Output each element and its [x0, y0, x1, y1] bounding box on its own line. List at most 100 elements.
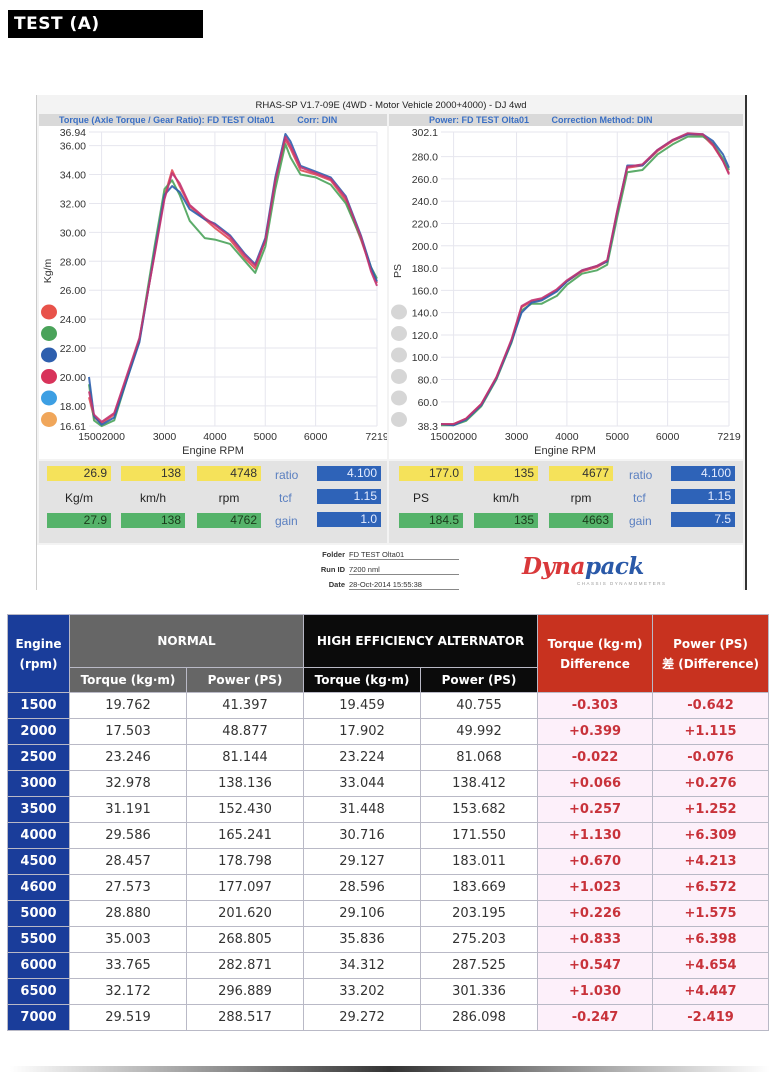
x-tick-label: 15002000 — [78, 431, 125, 443]
folder-label: Folder — [322, 550, 345, 559]
cell-power-diff: +1.575 — [652, 900, 770, 927]
cell-hea-torque: 31.448 — [303, 796, 422, 823]
header-hea-power: Power (PS) — [420, 667, 539, 693]
header-high-efficiency: HIGH EFFICIENCY ALTERNATOR — [303, 614, 539, 668]
readout-speed-current: 135 — [474, 466, 538, 481]
header-hea-torque: Torque (kg·m) — [303, 667, 422, 693]
power-chart: 302.1 280.0 260.0 240.0 220.0 200.0 180.0 160.0… — [391, 127, 741, 457]
cell-power-diff: +4.447 — [652, 978, 770, 1005]
power-readouts: 177.0 135 4677 PS km/h rpm 184.5 135 466… — [389, 461, 743, 543]
date-value: 28-Oct-2014 15:55:38 — [349, 580, 459, 590]
legend-dot[interactable] — [41, 390, 57, 406]
y-tick-label: 38.3 — [418, 421, 439, 433]
unit-rpm: rpm — [570, 491, 592, 505]
cell-hea-power: 287.525 — [420, 952, 539, 979]
legend-dot[interactable] — [41, 347, 57, 363]
cell-power-diff: +1.252 — [652, 796, 770, 823]
y-tick-label: 140.0 — [412, 308, 438, 320]
cell-hea-torque: 30.716 — [303, 822, 422, 849]
cell-hea-power: 275.203 — [420, 926, 539, 953]
cell-torque-diff: +0.257 — [537, 796, 654, 823]
value-gain: 1.0 — [317, 512, 381, 527]
torque-plot-panel: 36.94 36.00 34.00 32.00 30.00 28.00 26.00 24.00… — [39, 126, 389, 459]
y-tick-label: 26.00 — [60, 285, 86, 297]
cell-normal-torque: 29.519 — [69, 1004, 187, 1031]
table-row: 1500 19.762 41.397 19.459 40.755 -0.303 -0.642 — [7, 692, 770, 719]
table-row: 4600 27.573 177.097 28.596 183.669 +1.023 +6.5… — [7, 874, 770, 901]
legend-dot[interactable] — [41, 326, 57, 341]
table-row: 5500 35.003 268.805 35.836 275.203 +0.833 +6.3… — [7, 926, 770, 953]
cell-rpm: 6000 — [7, 952, 70, 979]
cell-hea-torque: 17.902 — [303, 718, 422, 745]
y-tick-label: 18.00 — [60, 401, 86, 413]
cell-power-diff: +0.276 — [652, 770, 770, 797]
value-tcf: 1.15 — [671, 489, 735, 504]
dyno-header: RHAS-SP V1.7-09E (4WD - Motor Vehicle 20… — [255, 100, 527, 111]
cell-hea-torque: 33.202 — [303, 978, 422, 1005]
cell-normal-power: 165.241 — [185, 822, 305, 849]
torque-chart: 36.94 36.00 34.00 32.00 30.00 28.00 26.00 24.00… — [41, 127, 389, 457]
y-tick-label: 240.0 — [412, 196, 438, 208]
label-gain: gain — [629, 514, 652, 528]
cell-power-diff: +4.213 — [652, 848, 770, 875]
readout-torque-peak: 27.9 — [47, 513, 111, 528]
cell-torque-diff: +1.130 — [537, 822, 654, 849]
cell-normal-power: 178.798 — [185, 848, 305, 875]
cell-rpm: 3000 — [7, 770, 70, 797]
header-engine-line1: Engine — [15, 636, 62, 651]
y-tick-label: 30.00 — [60, 227, 86, 239]
readout-speed-peak: 135 — [474, 513, 538, 528]
meta-run: Run ID 7200 nml — [307, 565, 459, 575]
cell-normal-torque: 27.573 — [69, 874, 187, 901]
cell-hea-power: 183.669 — [420, 874, 539, 901]
cell-rpm: 4000 — [7, 822, 70, 849]
legend-dot[interactable] — [391, 412, 407, 427]
unit-kmh: km/h — [492, 491, 519, 505]
cell-power-diff: -0.642 — [652, 692, 770, 719]
cell-hea-power: 40.755 — [420, 692, 539, 719]
legend-dot[interactable] — [41, 412, 57, 427]
x-tick-label: 3000 — [153, 431, 177, 443]
cell-torque-diff: +0.226 — [537, 900, 654, 927]
header-power-difference: Power (PS) 差 (Difference) — [652, 614, 770, 693]
header-power-diff-line1: Power (PS) — [673, 636, 748, 651]
cell-torque-diff: +0.547 — [537, 952, 654, 979]
legend-dot[interactable] — [391, 390, 407, 406]
legend-dot[interactable] — [391, 326, 407, 341]
y-tick-label: 34.00 — [60, 170, 86, 182]
legend-dot[interactable] — [391, 369, 407, 384]
cell-hea-torque: 29.106 — [303, 900, 422, 927]
legend-dot[interactable] — [41, 369, 57, 384]
legend-dot[interactable] — [391, 347, 407, 363]
header-normal-power: Power (PS) — [185, 667, 305, 693]
legend-dot[interactable] — [41, 304, 57, 320]
run-value: 7200 nml — [349, 565, 459, 575]
cell-power-diff: +1.115 — [652, 718, 770, 745]
table-row: 4000 29.586 165.241 30.716 171.550 +1.130 +6.3… — [7, 822, 770, 849]
cell-rpm: 2500 — [7, 744, 70, 771]
power-series-blue — [440, 133, 730, 427]
legend-dot[interactable] — [391, 304, 407, 320]
table-row: 3000 32.978 138.136 33.044 138.412 +0.066 +0.2… — [7, 770, 770, 797]
cell-normal-torque: 32.172 — [69, 978, 187, 1005]
y-tick-label: 160.0 — [412, 285, 438, 297]
table-row: 4500 28.457 178.798 29.127 183.011 +0.670 +4.2… — [7, 848, 770, 875]
bottom-divider — [10, 1066, 770, 1072]
y-tick-label: 32.00 — [60, 198, 86, 210]
cell-rpm: 5500 — [7, 926, 70, 953]
cell-hea-torque: 28.596 — [303, 874, 422, 901]
power-correction: Correction Method: DIN — [551, 115, 653, 125]
torque-title: Torque (Axle Torque / Gear Ratio): FD TE… — [59, 115, 275, 125]
cell-hea-power: 171.550 — [420, 822, 539, 849]
x-tick-label: 7219 — [365, 431, 387, 443]
cell-hea-power: 81.068 — [420, 744, 539, 771]
torque-series-magenta — [88, 135, 378, 423]
table-row: 7000 29.519 288.517 29.272 286.098 -0.247 -2.4… — [7, 1004, 770, 1031]
cell-hea-torque: 33.044 — [303, 770, 422, 797]
cell-power-diff: +6.309 — [652, 822, 770, 849]
header-engine-line2: (rpm) — [19, 656, 58, 671]
label-ratio: ratio — [629, 468, 653, 482]
x-tick-label: 5000 — [254, 431, 278, 443]
header-normal: NORMAL — [68, 614, 305, 668]
x-tick-label: 3000 — [505, 431, 529, 443]
